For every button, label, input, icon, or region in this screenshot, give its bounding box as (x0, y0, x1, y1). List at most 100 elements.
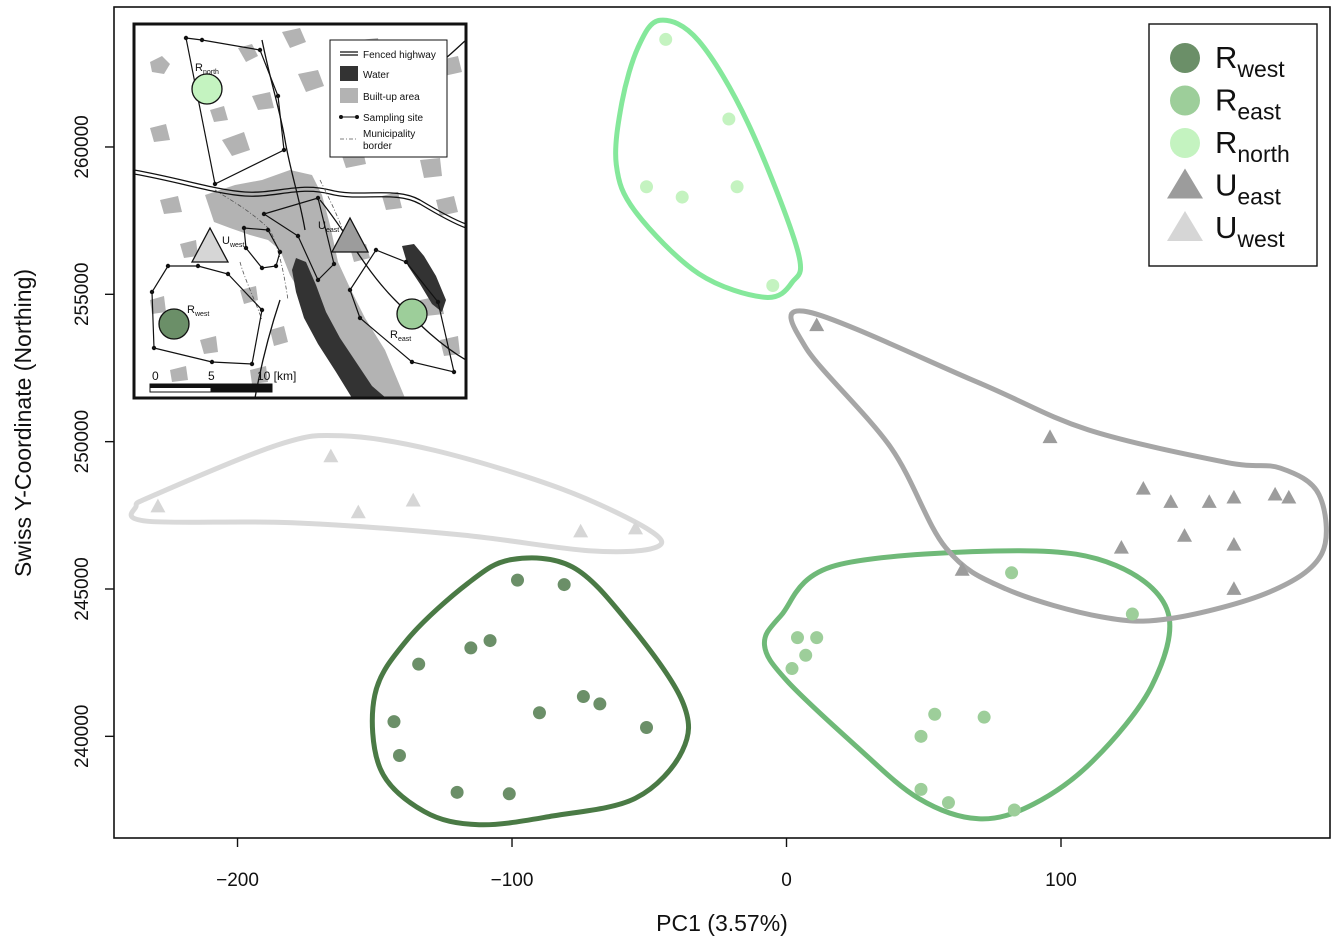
sampling-site-dot (249, 361, 255, 367)
builtup-patch (240, 286, 258, 304)
builtup-patch (150, 56, 170, 74)
builtup-patch (222, 132, 250, 156)
legend-site-dot (339, 115, 343, 119)
point-r-west (557, 578, 571, 592)
point-r-east (790, 631, 804, 645)
sampling-site-dot (451, 369, 457, 375)
sampling-site-dot (403, 259, 409, 265)
point-u-east (1042, 429, 1058, 444)
inset-marker-uwest (190, 226, 230, 263)
point-u-west (573, 523, 589, 538)
point-r-west (576, 690, 590, 704)
builtup-patch (420, 158, 442, 178)
legend-builtup-swatch (340, 88, 358, 103)
legend-marker-r-east (1170, 85, 1200, 116)
inset-legend: Fenced highway Water Built-up area Sampl… (329, 39, 448, 158)
sampling-site-dot (315, 195, 321, 201)
point-u-east (1226, 536, 1242, 551)
point-r-west (593, 697, 607, 711)
point-u-east (1135, 481, 1151, 495)
group-points (150, 32, 1297, 817)
y-axis-label: Swiss Y-Coordinate (Northing) (10, 269, 36, 577)
legend-label-r-north: Rnorth (1215, 125, 1290, 167)
builtup-patch (150, 296, 166, 314)
sampling-site-dot (195, 263, 201, 269)
point-r-west (483, 634, 497, 648)
y-tick-label: 255000 (72, 263, 93, 326)
inset-label-rwest: Rwest (187, 304, 209, 318)
point-r-north (722, 112, 736, 126)
x-tick-label: 0 (781, 870, 792, 891)
sampling-site-dot (257, 47, 263, 53)
inset-legend-highway: Fenced highway (363, 50, 436, 61)
legend-label-u-east: Ueast (1215, 168, 1281, 210)
inset-label-rnorth: Rnorth (195, 62, 219, 76)
scale-bar-black2 (211, 388, 272, 392)
scale-label-0: 0 (152, 369, 159, 383)
inset-marker-reast (396, 298, 428, 330)
sampling-site-dot (149, 289, 155, 295)
point-r-north (659, 32, 673, 46)
point-u-east (1177, 528, 1193, 542)
point-r-north (675, 190, 689, 204)
water-lake-zurich (292, 258, 386, 398)
polygon-ueast (262, 197, 335, 282)
y-tick-label: 250000 (72, 410, 93, 473)
sampling-site-dot (275, 93, 281, 99)
sampling-site-dot (373, 247, 379, 253)
sampling-site-dot (281, 147, 287, 153)
border-line (239, 261, 263, 321)
highway-line (134, 173, 466, 229)
sampling-site-dot (409, 359, 415, 365)
point-r-east (785, 662, 799, 676)
water-bodies (292, 244, 446, 398)
inset-marker-rwest (158, 308, 190, 340)
legend-marker-r-north (1170, 128, 1200, 158)
sampling-site-dot (199, 37, 205, 43)
point-u-east (1163, 494, 1179, 508)
scale-label-10: 10 [km] (257, 369, 296, 383)
inset-legend-site: Sampling site (363, 113, 423, 124)
legend-site-dot (355, 115, 359, 119)
sampling-site-dot (243, 245, 249, 251)
point-u-east (1281, 489, 1297, 504)
inset-legend-builtup: Built-up area (363, 92, 420, 103)
sampling-site-dot (212, 181, 218, 187)
point-u-west (405, 492, 421, 507)
y-tick-label: 245000 (72, 557, 93, 620)
sampling-site-dot (277, 249, 283, 255)
sampling-site-dot (259, 307, 265, 313)
point-u-east (1267, 486, 1283, 501)
hull-r-north (613, 17, 803, 300)
sampling-site-dot (435, 299, 441, 305)
inset-label-uwest: Uwest (222, 235, 244, 249)
sampling-site-dot (357, 315, 363, 321)
point-r-east (799, 648, 813, 662)
sampling-site-dot (259, 265, 265, 271)
point-r-west (464, 641, 478, 655)
point-r-west (502, 787, 516, 801)
sampling-site-dot (315, 277, 321, 283)
scale-bar: 0 5 10 [km] (149, 369, 296, 393)
point-r-east (1005, 566, 1019, 580)
sampling-site-dot (241, 225, 247, 231)
point-r-east (810, 631, 824, 645)
point-r-east (928, 707, 942, 721)
scale-bar-outline (149, 383, 273, 393)
point-r-east (914, 729, 928, 743)
hull-u-west (128, 432, 665, 555)
y-tick-label: 240000 (72, 705, 93, 768)
x-tick-label: −200 (216, 870, 259, 891)
point-r-west (387, 715, 401, 729)
sampling-site-dot (183, 35, 189, 41)
point-r-east (1007, 803, 1021, 817)
inset-frame (132, 22, 468, 400)
inset-marker-ueast (330, 216, 370, 253)
y-tick-label: 260000 (72, 115, 93, 178)
inset-legend-border2: border (363, 141, 393, 152)
sampling-site-dot (331, 261, 337, 267)
sampling-site-dot (209, 359, 215, 365)
border-line (214, 189, 289, 301)
